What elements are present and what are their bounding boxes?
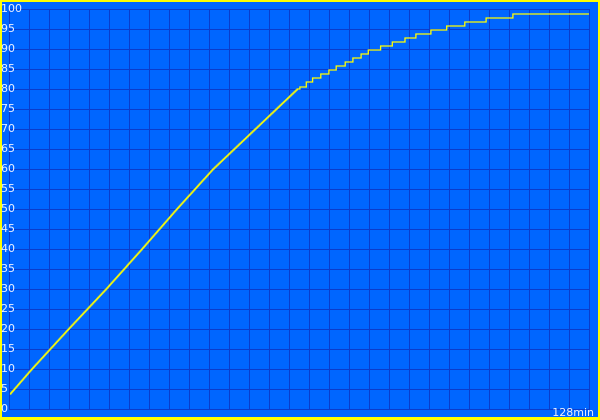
y-tick-label: 75 bbox=[1, 102, 15, 115]
y-tick-label: 0 bbox=[1, 402, 8, 415]
y-tick-label: 80 bbox=[1, 82, 15, 95]
y-tick-label: 95 bbox=[1, 22, 15, 35]
y-axis-ticks: 0 5 10 15 20 25 30 35 40 45 50 55 60 65 70 75 80 85 90 95 10… bbox=[1, 2, 22, 415]
y-tick-label: 20 bbox=[1, 322, 15, 335]
y-tick-label: 15 bbox=[1, 342, 15, 355]
y-tick-label: 85 bbox=[1, 62, 15, 75]
y-tick-label: 65 bbox=[1, 142, 15, 155]
x-axis-unit-label: 128min bbox=[552, 406, 594, 419]
y-tick-label: 55 bbox=[1, 182, 15, 195]
y-tick-label: 25 bbox=[1, 302, 15, 315]
y-tick-label: 5 bbox=[1, 382, 8, 395]
y-tick-label: 60 bbox=[1, 162, 15, 175]
y-tick-label: 70 bbox=[1, 122, 15, 135]
series-line bbox=[9, 13, 589, 395]
y-tick-label: 50 bbox=[1, 202, 15, 215]
y-tick-label: 30 bbox=[1, 282, 15, 295]
y-tick-label: 40 bbox=[1, 242, 15, 255]
y-tick-label: 10 bbox=[1, 362, 15, 375]
y-tick-label: 45 bbox=[1, 222, 15, 235]
y-tick-label: 90 bbox=[1, 42, 15, 55]
y-tick-label: 35 bbox=[1, 262, 15, 275]
y-tick-label: 100 bbox=[1, 2, 22, 15]
grid bbox=[9, 9, 590, 410]
